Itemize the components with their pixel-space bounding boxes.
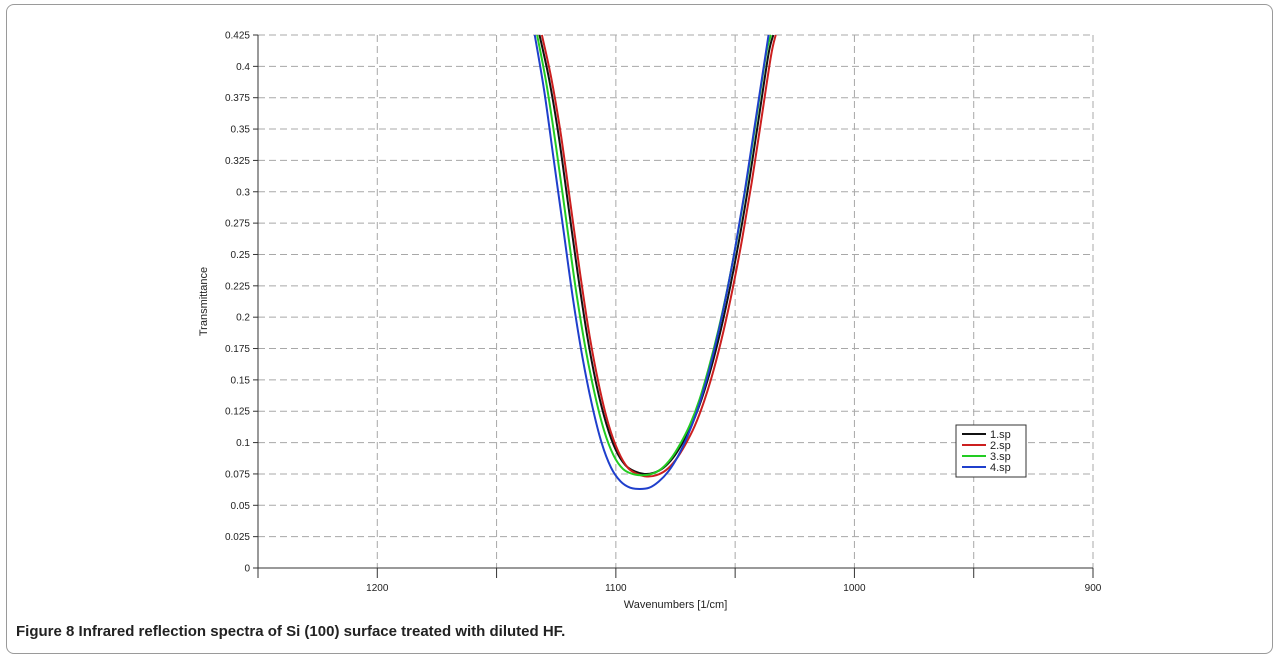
y-tick-label: 0.4 [236,62,250,73]
x-tick-label: 900 [1085,583,1102,594]
y-tick-label: 0.175 [225,344,250,355]
y-axis-title: Transmittance [198,267,210,336]
series-lines [533,34,777,490]
caption-label: Figure 8 [16,623,75,640]
legend-label: 4.sp [990,462,1011,474]
legend-label: 3.sp [990,451,1011,463]
y-tick-label: 0.2 [236,313,250,324]
y-tick-label: 0.225 [225,281,250,292]
figure-caption: Figure 8 Infrared reflection spectra of … [16,623,565,640]
legend: 1.sp2.sp3.sp4.sp [955,424,1027,478]
y-tick-label: 0.075 [225,469,250,480]
y-tick-label: 0.325 [225,156,250,167]
x-tick-label: 1100 [605,583,627,594]
y-tick-label: 0.25 [231,250,251,261]
y-tick-label: 0.1 [236,438,250,449]
x-axis-title: Wavenumbers [1/cm] [624,599,728,611]
y-tick-label: 0.425 [225,31,250,42]
y-tick-label: 0.3 [236,187,250,198]
y-tick-label: 0.025 [225,532,250,543]
series-line-4-sp [533,34,770,490]
legend-label: 2.sp [990,440,1011,452]
caption-text: Infrared reflection spectra of Si (100) … [78,623,566,640]
y-tick-label: 0.35 [231,125,251,136]
infrared-spectra-chart: 0 0.025 0.05 0.075 0.1 0.125 0.15 0.175 0.2 0.225… [198,31,1102,612]
y-tick-label: 0.275 [225,219,250,230]
figure-frame [6,4,1273,654]
x-tick-label: 1200 [366,583,389,594]
axes: 0 0.025 0.05 0.075 0.1 0.125 0.15 0.175 0.2 0.225… [225,31,1102,595]
legend-label: 1.sp [990,429,1011,441]
y-tick-label: 0.15 [231,375,251,386]
grid-lines [258,34,1094,568]
y-tick-label: 0.125 [225,407,250,418]
y-tick-label: 0.05 [231,501,251,512]
y-tick-label: 0 [244,564,250,575]
x-tick-label: 1000 [843,583,866,594]
series-line-2-sp [540,34,777,478]
y-tick-label: 0.375 [225,93,250,104]
